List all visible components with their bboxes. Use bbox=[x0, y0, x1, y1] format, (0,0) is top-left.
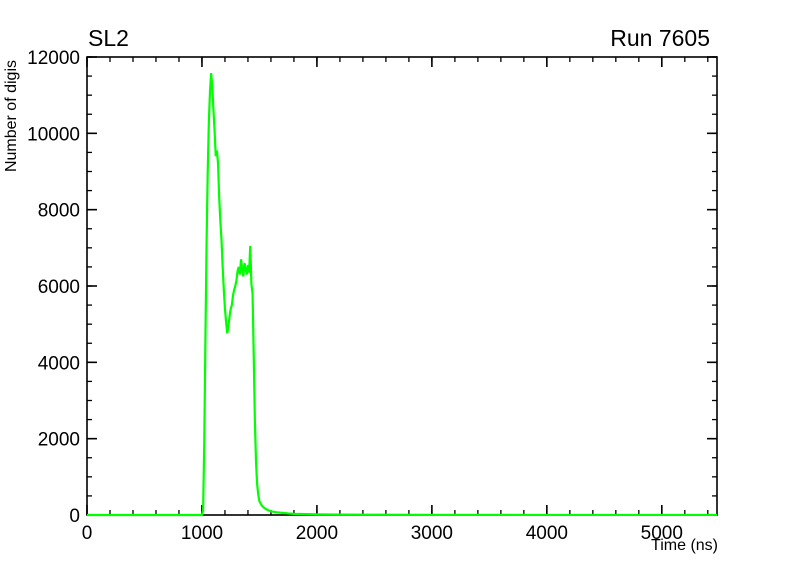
y-axis[interactable]: 0 2000 4000 6000 8000 10000 12000 bbox=[27, 48, 717, 527]
y-tick-label: 8000 bbox=[38, 201, 80, 222]
x-tick-label: 2000 bbox=[296, 523, 338, 544]
page-title: SL2 bbox=[88, 25, 129, 51]
run-label: Run 7605 bbox=[610, 25, 710, 51]
x-tick-label: 5000 bbox=[641, 523, 683, 544]
x-axis-title: Time (ns) bbox=[651, 537, 718, 554]
data-series-digis[interactable] bbox=[87, 72, 717, 517]
series-line-digis[interactable] bbox=[87, 72, 717, 517]
y-tick-label: 12000 bbox=[27, 48, 80, 69]
x-tick-label: 1000 bbox=[181, 523, 223, 544]
y-axis-title: Number of digis bbox=[3, 60, 20, 173]
x-tick-label: 0 bbox=[82, 523, 93, 544]
y-tick-label: 2000 bbox=[38, 430, 80, 451]
y-tick-label: 10000 bbox=[27, 124, 80, 145]
y-tick-label: 6000 bbox=[38, 277, 80, 298]
y-tick-label: 0 bbox=[69, 506, 80, 527]
x-tick-label: 4000 bbox=[526, 523, 568, 544]
x-axis[interactable]: 0 1000 2000 3000 4000 5000 bbox=[82, 57, 709, 544]
y-tick-label: 4000 bbox=[38, 353, 80, 374]
x-tick-label: 3000 bbox=[411, 523, 453, 544]
plot-frame bbox=[86, 56, 718, 516]
